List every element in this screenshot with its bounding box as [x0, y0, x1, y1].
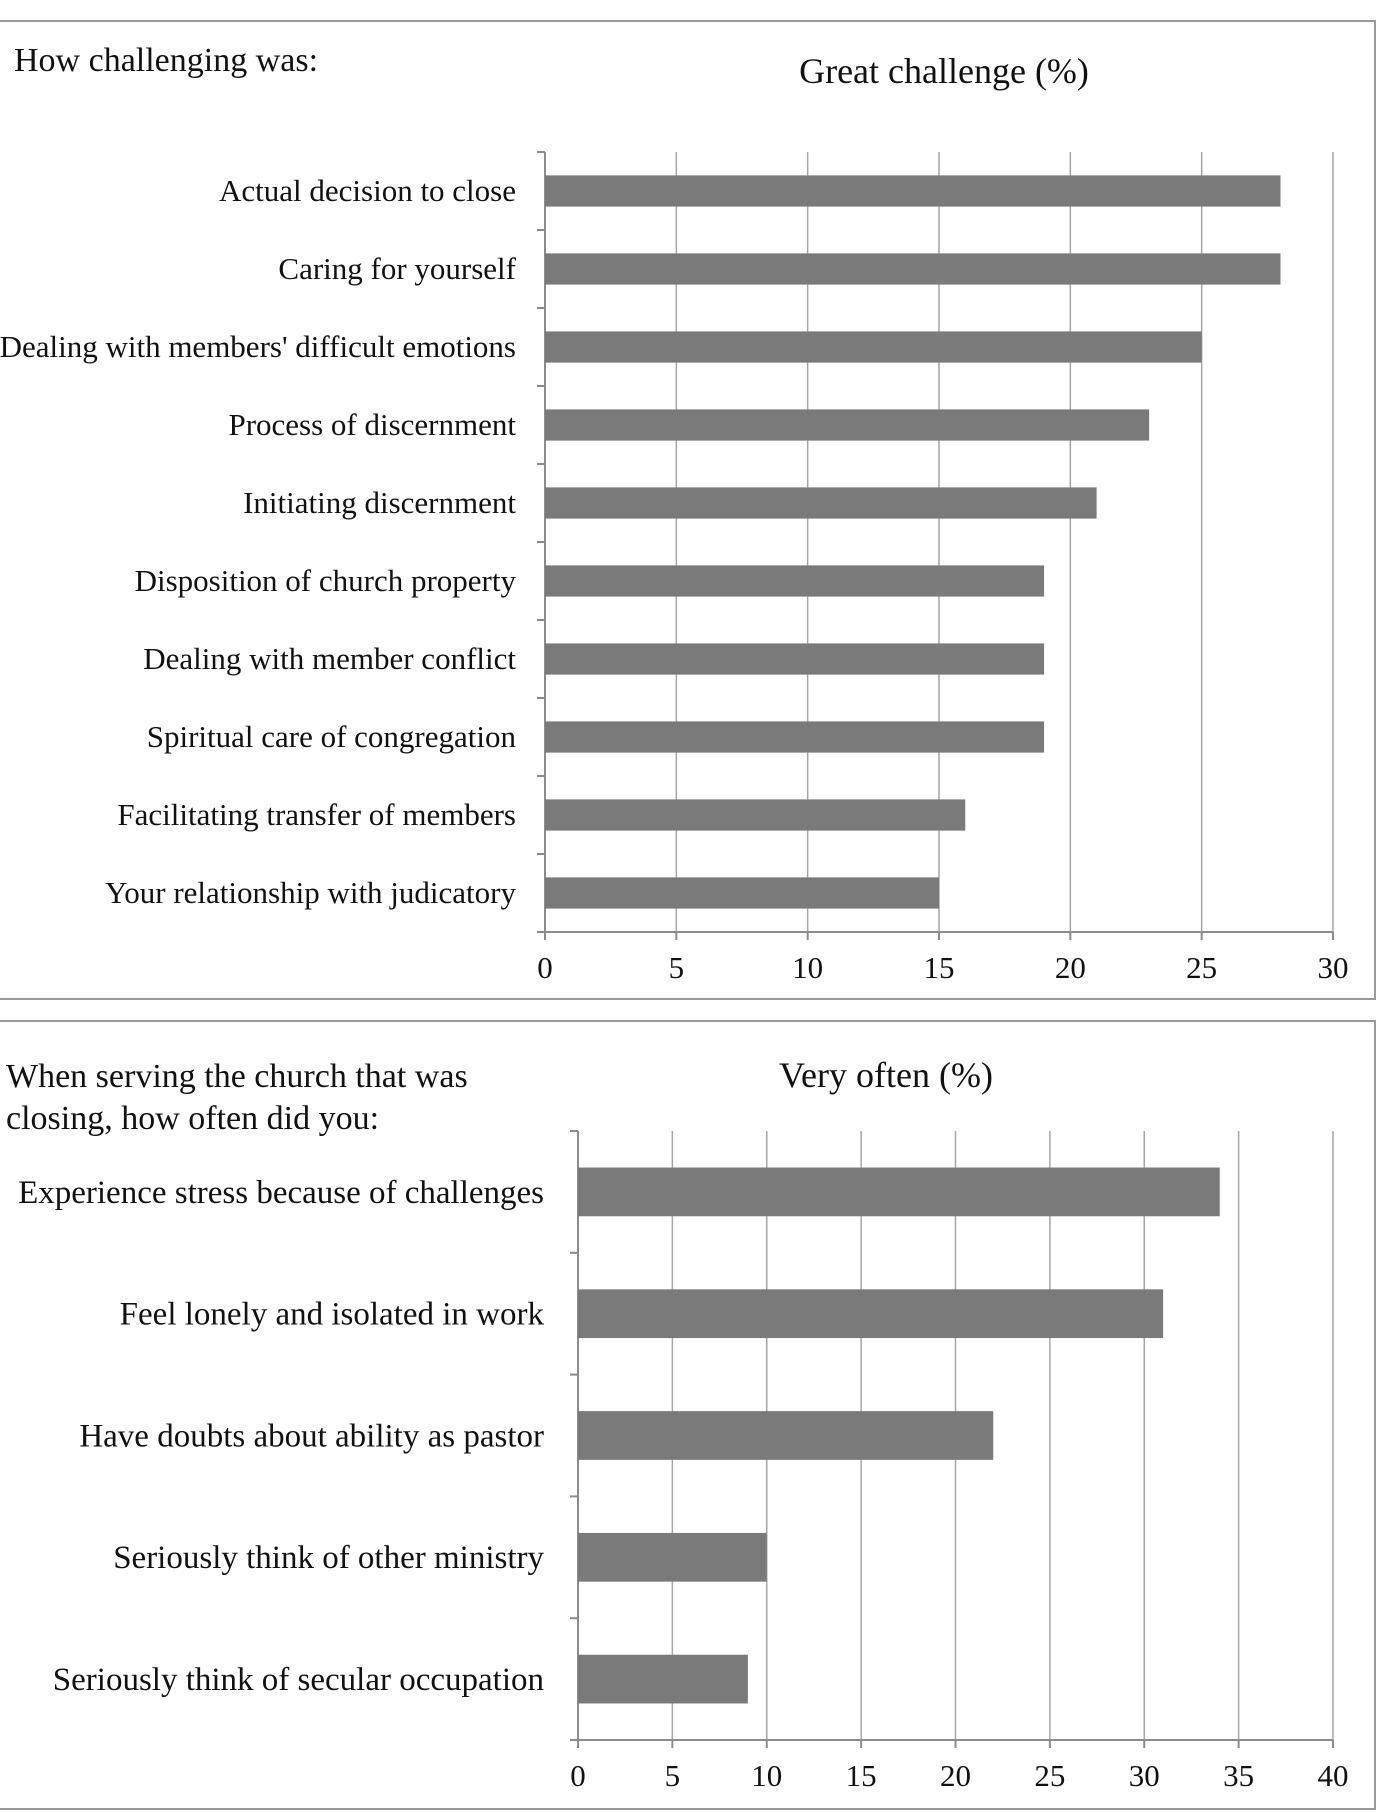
chart-question: How challenging was: [14, 42, 319, 79]
category-label: Experience stress because of challenges [18, 1175, 544, 1211]
bar [545, 565, 1045, 597]
chart-title: Very often (%) [779, 1055, 993, 1095]
x-tick-label: 10 [751, 1758, 782, 1793]
x-tick-label: 0 [537, 950, 553, 985]
category-label: Your relationship with judicatory [105, 875, 517, 910]
x-tick-label: 40 [1318, 1758, 1349, 1793]
x-tick-label: 30 [1129, 1758, 1160, 1793]
category-label: Facilitating transfer of members [117, 797, 516, 832]
bar [545, 331, 1202, 363]
challenge-bar-chart: 0 5 10 15 20 25 30 Actual decision to close Cari… [0, 151, 1349, 985]
chart-title: Great challenge (%) [799, 51, 1089, 91]
chart-question: When serving the church that was closing… [6, 1058, 468, 1137]
bar [545, 487, 1097, 519]
category-label: Feel lonely and isolated in work [120, 1297, 545, 1333]
bar [545, 175, 1281, 207]
bar [545, 721, 1045, 753]
x-tick-label: 15 [924, 950, 955, 985]
category-label: Have doubts about ability as pastor [79, 1418, 544, 1454]
category-label: Seriously think of other ministry [113, 1540, 544, 1576]
x-tick-label: 20 [940, 1758, 971, 1793]
frequency-bar-chart: 0 5 10 15 20 25 30 35 40 Experience stress becaus… [18, 1130, 1349, 1793]
x-tick-label: 20 [1055, 950, 1086, 985]
category-label: Initiating discernment [243, 485, 516, 520]
bar [545, 877, 939, 909]
category-label: Spiritual care of congregation [147, 719, 517, 754]
category-label: Dealing with member conflict [143, 641, 516, 676]
x-tick-label: 15 [846, 1758, 877, 1793]
x-tick-label: 35 [1223, 1758, 1254, 1793]
x-tick-label: 0 [570, 1758, 586, 1793]
bar [578, 1167, 1220, 1217]
category-label: Dealing with members' difficult emotions [0, 329, 516, 364]
bar [545, 799, 966, 831]
category-label: Seriously think of secular occupation [53, 1662, 544, 1698]
category-label: Caring for yourself [278, 251, 516, 286]
bar [578, 1411, 994, 1460]
bar [545, 409, 1150, 441]
category-label: Disposition of church property [135, 563, 517, 598]
bar [578, 1289, 1164, 1339]
challenge-chart-panel: How challenging was: Great challenge (%)… [0, 20, 1376, 1000]
bar [545, 643, 1045, 675]
x-tick-label: 5 [665, 1758, 681, 1793]
category-label: Actual decision to close [219, 173, 516, 208]
x-tick-label: 10 [792, 950, 823, 985]
x-tick-label: 5 [669, 950, 685, 985]
bar [578, 1532, 767, 1582]
frequency-chart-panel: When serving the church that was closing… [0, 1020, 1376, 1810]
bar [545, 253, 1281, 285]
x-tick-label: 30 [1318, 950, 1349, 985]
x-tick-label: 25 [1186, 950, 1217, 985]
bar [578, 1654, 748, 1704]
category-label: Process of discernment [228, 407, 516, 442]
x-tick-label: 25 [1034, 1758, 1065, 1793]
